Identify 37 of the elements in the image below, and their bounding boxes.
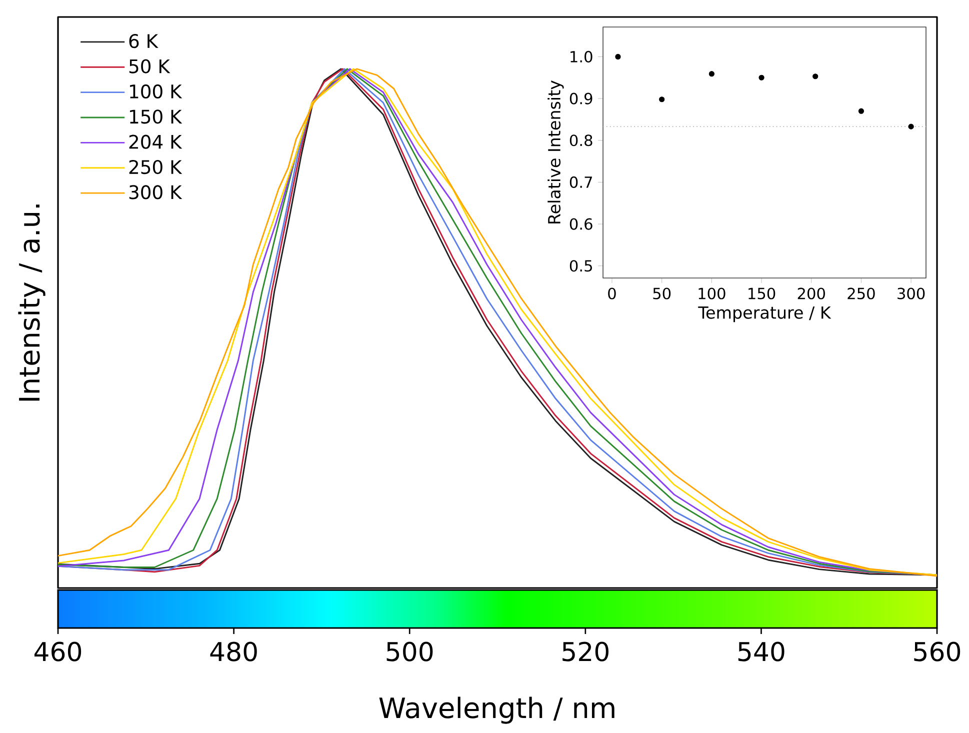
point xyxy=(659,96,665,102)
x-tick-label: 300 xyxy=(898,288,925,300)
y-tick-label: 0.5 xyxy=(570,260,592,272)
legend-label: 50 K xyxy=(129,59,170,74)
y-tick-label: 0.8 xyxy=(570,134,592,146)
legend-label: 100 K xyxy=(130,84,182,99)
point xyxy=(858,108,864,114)
y-axis-title: Intensity / a.u. xyxy=(18,204,46,401)
point xyxy=(908,124,914,130)
x-tick-label: 520 xyxy=(562,642,608,662)
legend-label: 250 K xyxy=(129,160,182,174)
point xyxy=(812,74,818,80)
legend-label: 150 K xyxy=(130,110,182,124)
x-axis-title: Temperature / K xyxy=(698,306,832,322)
x-tick-label: 50 xyxy=(653,288,671,300)
x-tick-label: 480 xyxy=(210,642,257,662)
y-tick-label: 0.7 xyxy=(570,176,592,188)
y-tick-label: 0.9 xyxy=(570,92,592,104)
legend-label: 204 K xyxy=(129,134,182,149)
y-tick-label: 1.0 xyxy=(570,50,592,62)
point xyxy=(615,54,621,60)
x-tick-label: 0 xyxy=(608,288,616,300)
point xyxy=(758,74,764,80)
x-tick-label: 560 xyxy=(914,642,960,662)
x-tick-label: 250 xyxy=(848,288,875,300)
x-tick-label: 540 xyxy=(738,642,784,662)
x-tick-label: 460 xyxy=(34,642,82,662)
x-axis-title: Wavelength / nm xyxy=(379,696,614,724)
legend-label: 300 K xyxy=(129,185,182,200)
x-tick-label: 150 xyxy=(748,288,776,300)
point xyxy=(708,71,714,77)
legend-label: 6 K xyxy=(129,34,158,48)
x-tick-label: 100 xyxy=(698,288,726,300)
x-tick-label: 500 xyxy=(386,642,433,662)
y-tick-label: 0.6 xyxy=(570,218,592,230)
x-tick-label: 200 xyxy=(798,288,825,300)
y-axis-title: Relative Intensity xyxy=(548,80,564,224)
